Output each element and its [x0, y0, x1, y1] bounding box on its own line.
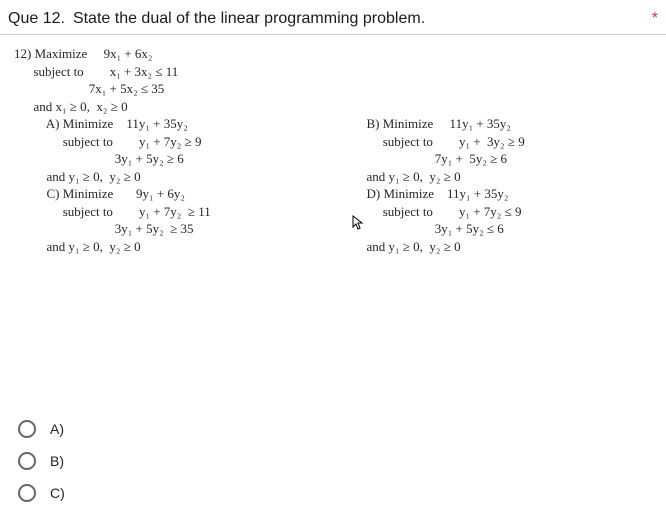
- ans-b-obj: 11y₁ + 35y₂: [450, 116, 511, 131]
- ans-c-subj: subject to: [63, 204, 113, 219]
- option-c-label: C): [50, 485, 65, 501]
- ans-d-nn: and y₁ ≥ 0, y₂ ≥ 0: [367, 239, 461, 254]
- ans-a-subj: subject to: [63, 134, 113, 149]
- ans-b-nn: and y₁ ≥ 0, y₂ ≥ 0: [367, 169, 461, 184]
- maximize-label: Maximize: [35, 46, 88, 61]
- option-b[interactable]: B): [18, 452, 65, 470]
- subject-label: subject to: [34, 64, 84, 79]
- ans-d-c2: 3y₁ + 5y₂ ≤ 6: [435, 221, 504, 236]
- ans-c-label: C) Minimize: [47, 186, 114, 201]
- ans-c-nn: and y₁ ≥ 0, y₂ ≥ 0: [47, 239, 141, 254]
- ans-a-c1: y₁ + 7y₂ ≥ 9: [139, 134, 202, 149]
- ans-a-obj: 11y₁ + 35y₂: [126, 116, 187, 131]
- ans-d-label: D) Minimize: [367, 186, 435, 201]
- nonneg: and x₁ ≥ 0, x₂ ≥ 0: [34, 99, 128, 114]
- ans-b-subj: subject to: [383, 134, 433, 149]
- question-number: Que 12.: [8, 10, 65, 28]
- constraint-2: 7x₁ + 5x₂ ≤ 35: [89, 81, 165, 96]
- ans-c-c2: 3y₁ + 5y₂ ≥ 35: [115, 221, 194, 236]
- ans-a-label: A) Minimize: [46, 116, 114, 131]
- divider: [0, 34, 666, 35]
- option-b-label: B): [50, 453, 64, 469]
- ans-c-obj: 9y₁ + 6y₂: [136, 186, 185, 201]
- ans-b-c1: y₁ + 3y₂ ≥ 9: [459, 134, 525, 149]
- required-star: *: [652, 10, 658, 28]
- ans-c-c1: y₁ + 7y₂ ≥ 11: [139, 204, 211, 219]
- ans-b-label: B) Minimize: [367, 116, 434, 131]
- radio-icon[interactable]: [18, 484, 36, 502]
- radio-options: A) B) C): [18, 420, 65, 516]
- ans-d-subj: subject to: [383, 204, 433, 219]
- ans-a-c2: 3y₁ + 5y₂ ≥ 6: [115, 151, 184, 166]
- ans-b-c2: 7y₁ + 5y₂ ≥ 6: [435, 151, 507, 166]
- option-a-label: A): [50, 421, 64, 437]
- ans-a-nn: and y₁ ≥ 0, y₂ ≥ 0: [47, 169, 141, 184]
- radio-icon[interactable]: [18, 452, 36, 470]
- question-header: Que 12. State the dual of the linear pro…: [0, 0, 666, 34]
- question-text: State the dual of the linear programming…: [73, 10, 648, 28]
- ans-d-obj: 11y₁ + 35y₂: [447, 186, 508, 201]
- option-c[interactable]: C): [18, 484, 65, 502]
- option-a[interactable]: A): [18, 420, 65, 438]
- radio-icon[interactable]: [18, 420, 36, 438]
- ans-d-c1: y₁ + 7y₂ ≤ 9: [459, 204, 522, 219]
- prob-num: 12): [14, 46, 31, 61]
- answer-b-block: B) Minimize 11y₁ + 35y₂ subject to y₁ + …: [334, 115, 614, 255]
- problem-content: 12) Maximize 9x₁ + 6x₂ subject to x₁ + 3…: [0, 41, 666, 256]
- constraint-1: x₁ + 3x₂ ≤ 11: [110, 64, 179, 79]
- answer-a-block: A) Minimize 11y₁ + 35y₂ subject to y₁ + …: [14, 115, 294, 255]
- objective: 9x₁ + 6x₂: [104, 46, 153, 61]
